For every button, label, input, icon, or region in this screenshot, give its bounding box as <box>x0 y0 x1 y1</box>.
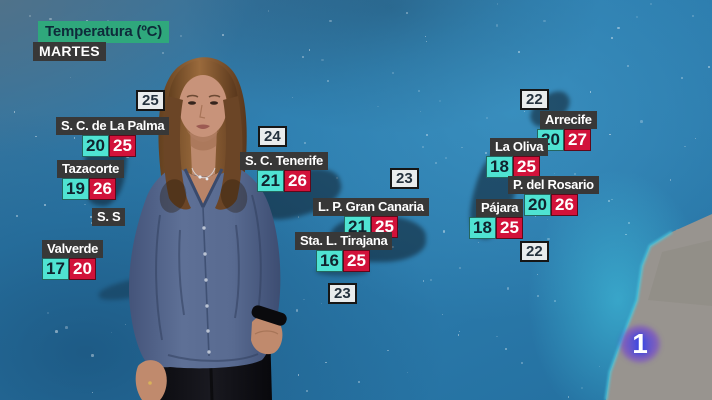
channel-logo-number: 1 <box>632 328 648 359</box>
presenter-face <box>179 75 227 137</box>
presenter-hair-front <box>168 60 238 142</box>
channel-logo-glow <box>612 318 668 370</box>
presenter <box>128 57 287 400</box>
presenter-necklace <box>191 167 216 179</box>
presenter-left-hand <box>251 315 283 355</box>
channel-logo: 1 <box>612 318 668 370</box>
station-name-label: S. S <box>92 208 126 226</box>
presenter-clicker <box>251 305 287 326</box>
presenter-right-hand <box>135 360 167 400</box>
station-partial-s-s: S. S <box>92 208 126 226</box>
presenter-hair-right <box>215 96 243 210</box>
presenter-hair-left <box>163 96 191 210</box>
